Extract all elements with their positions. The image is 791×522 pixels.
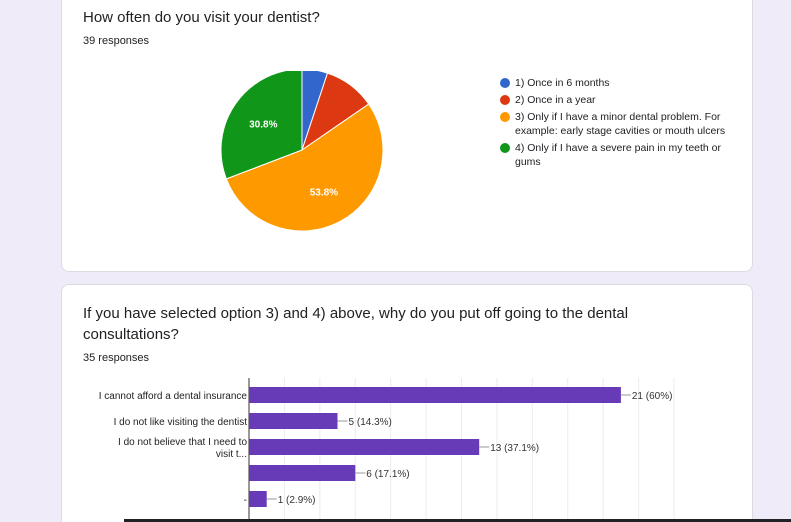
category-label: I do not believe that I need to xyxy=(118,437,247,448)
bar xyxy=(249,413,338,429)
category-label: I do not like visiting the dentist xyxy=(114,417,248,428)
bar-chart: 21 (60%) I cannot afford a dental insuran… xyxy=(99,378,675,522)
pie-slice xyxy=(220,71,303,180)
bar-value-label: 13 (37.1%) xyxy=(490,443,539,454)
pie-slice xyxy=(225,103,384,232)
category-label: visit t... xyxy=(216,449,247,460)
question-card-reasons: If you have selected option 3) and 4) ab… xyxy=(61,284,753,522)
pie-data-label: 53.8% xyxy=(310,188,338,199)
question-title: If you have selected option 3) and 4) ab… xyxy=(83,305,629,343)
bar-value-label: 6 (17.1%) xyxy=(366,469,409,480)
bar xyxy=(249,465,356,481)
legend-item: 2) Once in a year xyxy=(499,93,729,107)
legend-swatch xyxy=(500,143,510,153)
legend-item: 4) Only if I have a severe pain in my te… xyxy=(499,141,729,169)
response-count: 35 responses xyxy=(83,352,150,364)
bar-value-label: 5 (14.3%) xyxy=(349,417,392,428)
legend-label: 1) Once in 6 months xyxy=(515,77,610,89)
bottom-edge xyxy=(124,519,791,522)
bar xyxy=(249,387,621,403)
legend-item: 1) Once in 6 months xyxy=(499,76,729,90)
legend-swatch xyxy=(500,112,510,122)
bar-value-label: 1 (2.9%) xyxy=(278,495,316,506)
pie-data-label: 30.8% xyxy=(249,119,277,130)
legend-item: 3) Only if I have a minor dental problem… xyxy=(499,110,729,138)
bar xyxy=(249,491,267,507)
bar-value-label: 21 (60%) xyxy=(632,391,673,402)
question-title: How often do you visit your dentist? xyxy=(83,9,320,26)
legend-label: 2) Once in a year xyxy=(515,94,596,106)
legend-label: 4) Only if I have a severe pain in my te… xyxy=(515,142,722,168)
response-count: 39 responses xyxy=(83,35,150,47)
bar xyxy=(249,439,480,455)
category-label: I cannot afford a dental insurance xyxy=(99,391,248,402)
pie-legend: 1) Once in 6 months 2) Once in a year 3) O… xyxy=(499,76,729,172)
legend-label: 3) Only if I have a minor dental problem… xyxy=(515,111,726,137)
question-card-visit-frequency: How often do you visit your dentist? 39 … xyxy=(61,0,753,272)
legend-swatch xyxy=(500,78,510,88)
legend-swatch xyxy=(500,95,510,105)
category-label: - xyxy=(244,495,247,506)
pie-chart: 53.8% 30.8% xyxy=(220,71,384,232)
